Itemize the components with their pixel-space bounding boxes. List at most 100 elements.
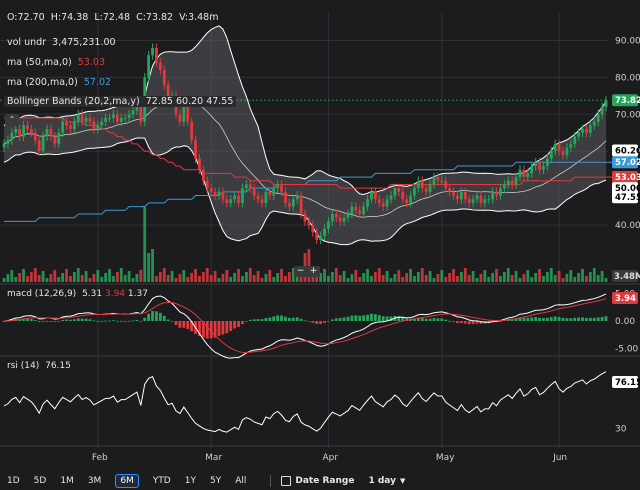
macd-histogram-bar xyxy=(346,316,350,321)
candle-body xyxy=(401,191,405,200)
macd-histogram-bar xyxy=(299,318,303,321)
candle-body xyxy=(194,140,197,159)
macd-histogram-bar xyxy=(538,317,541,321)
macd-histogram-bar xyxy=(205,321,209,339)
volume-bar xyxy=(10,270,14,282)
bollinger-band-fill xyxy=(4,25,606,245)
macd-histogram-bar xyxy=(287,317,291,321)
interval-dropdown[interactable]: 1 day ▼ xyxy=(368,476,405,486)
macd-histogram-bar xyxy=(170,321,174,322)
candle-body xyxy=(561,151,565,155)
macd-histogram-bar xyxy=(201,321,205,338)
candle-body xyxy=(186,106,190,122)
volume-bar xyxy=(178,274,182,282)
chevron-down-icon: ▼ xyxy=(399,477,406,485)
volume-bar xyxy=(444,277,448,282)
macd-histogram-bar xyxy=(291,317,295,321)
volume-bar xyxy=(53,270,57,282)
volume-bar xyxy=(338,275,342,282)
macd-histogram-bar xyxy=(428,318,432,321)
volume-bar xyxy=(487,277,491,282)
macd-value-1: 5.31 xyxy=(82,289,103,299)
macd-histogram-bar xyxy=(585,317,588,321)
volume-bar xyxy=(346,278,350,282)
macd-histogram-bar xyxy=(338,318,342,321)
candle-body xyxy=(96,125,100,130)
candle-body xyxy=(311,225,315,233)
candle-body xyxy=(585,129,588,133)
volume-bar xyxy=(553,275,557,282)
volume-bar xyxy=(131,278,135,282)
range-5y-button[interactable]: 5Y xyxy=(209,476,222,486)
candle-body xyxy=(549,151,553,159)
volume-bar xyxy=(233,273,237,282)
volume-bar xyxy=(459,272,463,282)
study-vol-value: 3,475,231.00 xyxy=(52,37,116,48)
candle-body xyxy=(291,199,295,207)
macd-histogram-bar xyxy=(139,321,143,322)
macd-histogram-bar xyxy=(37,321,41,323)
month-label: Feb xyxy=(92,453,108,463)
macd-histogram-bar xyxy=(553,316,557,321)
study-bb-label: Bollinger Bands (20,2,ma,y) xyxy=(7,96,140,107)
macd-histogram-bar xyxy=(166,319,170,321)
candle-body xyxy=(452,191,455,196)
range-1m-button[interactable]: 1M xyxy=(60,476,74,486)
macd-histogram-bar xyxy=(256,319,260,321)
candle-body xyxy=(373,191,377,200)
volume-bar xyxy=(272,277,276,282)
study-bb-legend[interactable]: Bollinger Bands (20,2,ma,y) 72.85 60.20 … xyxy=(4,96,237,107)
zoom-out-button[interactable]: − xyxy=(296,266,305,276)
candle-body xyxy=(225,199,229,203)
volume-bar xyxy=(342,271,346,282)
candle-body xyxy=(428,184,432,192)
rsi-label: rsi (14) xyxy=(7,361,40,371)
macd-histogram-bar xyxy=(561,317,565,321)
date-range-label: Date Range xyxy=(295,476,355,486)
volume-bar xyxy=(307,249,311,282)
candle-body xyxy=(131,110,135,115)
macd-histogram-bar xyxy=(76,318,80,321)
candle-body xyxy=(276,184,280,189)
candle-body xyxy=(221,191,225,200)
volume-bar xyxy=(221,274,225,282)
volume-bar xyxy=(143,207,147,282)
range-6m-button[interactable]: 6M xyxy=(115,474,139,488)
macd-histogram-bar xyxy=(381,316,385,321)
volume-bar xyxy=(29,272,33,282)
range-1d-button[interactable]: 1D xyxy=(7,476,20,486)
macd-histogram-bar xyxy=(33,320,37,321)
zoom-in-button[interactable]: + xyxy=(309,266,318,276)
collapse-legend-chevron-icon[interactable]: ⌃ xyxy=(5,114,19,126)
study-ma200-legend[interactable]: ma (200,ma,0) 57.02 xyxy=(7,77,111,88)
toolbar-divider xyxy=(270,475,272,487)
range-5d-button[interactable]: 5D xyxy=(33,476,47,486)
candle-body xyxy=(487,199,491,201)
volume-bar xyxy=(186,277,190,282)
macd-histogram-bar xyxy=(522,317,526,321)
volume-bar xyxy=(420,268,424,282)
volume-bar xyxy=(436,274,440,282)
date-range-button[interactable]: Date Range xyxy=(281,476,354,486)
range-3m-button[interactable]: 3M xyxy=(87,476,102,486)
volume-bar xyxy=(428,271,432,282)
study-vol-legend[interactable]: vol undr 3,475,231.00 xyxy=(7,37,116,48)
range-ytd-button[interactable]: YTD xyxy=(152,476,171,486)
volume-bar xyxy=(405,273,409,282)
macd-histogram-bar xyxy=(424,318,428,321)
candle-body xyxy=(115,114,119,122)
study-ma50-legend[interactable]: ma (50,ma,0) 53.03 xyxy=(7,57,105,68)
volume-bar xyxy=(280,269,283,282)
candle-body xyxy=(256,195,260,200)
volume-bar xyxy=(557,271,561,282)
macd-histogram-bar xyxy=(178,321,182,328)
macd-histogram-bar xyxy=(198,321,201,337)
candle-body xyxy=(405,199,409,203)
volume-bar xyxy=(100,277,104,282)
volume-bar xyxy=(334,268,338,282)
range-1y-button[interactable]: 1Y xyxy=(184,476,196,486)
price-tick-label: 40.00 xyxy=(615,221,640,231)
macd-histogram-bar xyxy=(65,319,68,321)
range-all-button[interactable]: All xyxy=(235,476,247,486)
